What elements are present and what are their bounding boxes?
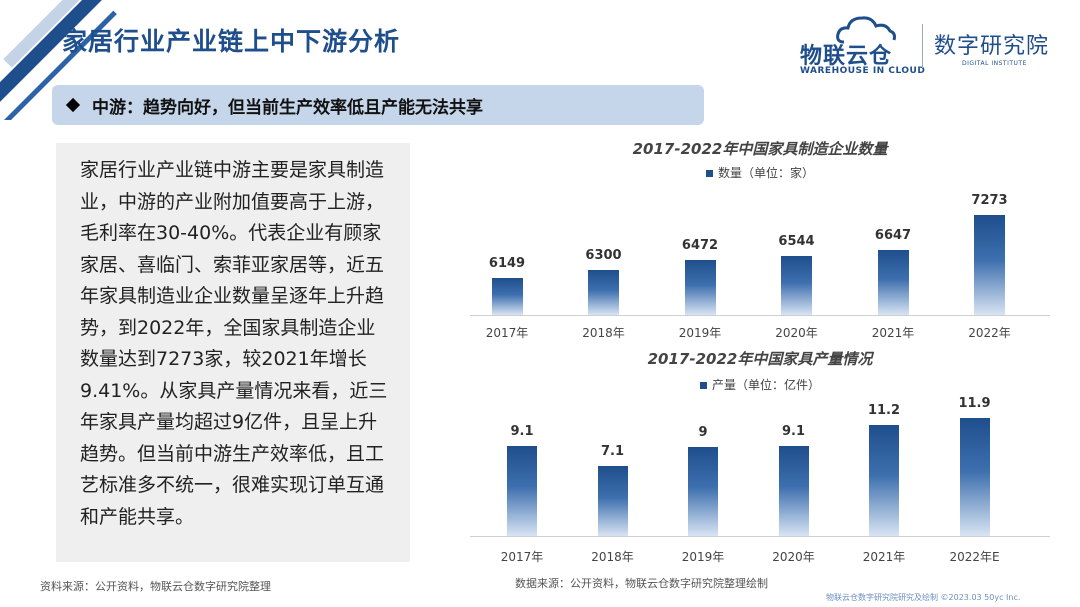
tick-label-1: 2018年 — [591, 550, 634, 564]
tick-label-4: 2021年 — [862, 550, 906, 564]
subheading-text: 中游：趋势向好，但当前生产效率低且产能无法共享 — [92, 97, 483, 118]
logo-subtext: WAREHOUSE IN CLOUD — [800, 66, 926, 76]
tick-label-2: 2019年 — [678, 326, 722, 340]
chart-title: 2017-2022年中国家具产量情况 — [647, 350, 873, 368]
body-paragraph: 家居行业产业链中游主要是家具制造业，中游的产业附加值要高于上游，毛利率在30-4… — [80, 159, 388, 528]
tick-label-0: 2017年 — [485, 326, 529, 340]
bar-5 — [959, 418, 990, 536]
legend-label: 产量（单位：亿件） — [711, 378, 820, 392]
tick-label-0: 2017年 — [500, 550, 544, 564]
legend-label: 数量（单位：家） — [717, 166, 814, 180]
chart-legend: 数量（单位：家） — [470, 164, 1050, 181]
x-axis-line — [470, 315, 1050, 316]
bar-5 — [974, 215, 1005, 315]
tick-label-1: 2018年 — [582, 326, 625, 340]
bar-4 — [869, 424, 899, 536]
bar-3 — [778, 445, 809, 536]
chart-title: 2017-2022年中国家具制造企业数量 — [632, 140, 888, 158]
source-note-left: 资料来源：公开资料，物联云仓数字研究院整理 — [40, 580, 271, 593]
logo-text: 物联云仓 — [800, 44, 893, 69]
enterprise-count-chart: 2017-2022年中国家具制造企业数量 数量（单位：家） 6149 2017年 6… — [470, 138, 1050, 346]
data-label-0: 9.1 — [510, 423, 534, 439]
legend-swatch — [699, 382, 707, 389]
diamond-icon — [65, 97, 81, 113]
tick-label-5: 2022年 — [968, 326, 1011, 340]
data-label-4: 6647 — [874, 228, 912, 244]
cloud-icon — [836, 16, 896, 44]
bar-0 — [491, 278, 523, 315]
data-label-2: 6472 — [681, 238, 719, 254]
section-subheading: 中游：趋势向好，但当前生产效率低且产能无法共享 — [52, 85, 704, 125]
x-axis-line — [470, 536, 1050, 537]
tick-label-3: 2020年 — [772, 550, 815, 564]
legend-swatch — [705, 170, 713, 177]
data-label-1: 6300 — [585, 247, 622, 263]
body-text-box: 家居行业产业链中游主要是家具制造业，中游的产业附加值要高于上游，毛利率在30-4… — [56, 143, 410, 562]
tick-label-4: 2021年 — [871, 326, 915, 340]
institute-subtext: DIGITAL INSTITUTE — [962, 60, 1027, 67]
bar-4 — [877, 250, 909, 315]
furniture-output-chart: 2017-2022年中国家具产量情况 产量（单位：亿件） 9.1 2017年 7.1… — [470, 348, 1050, 570]
bar-1 — [588, 269, 619, 315]
data-label-1: 7.1 — [600, 443, 625, 459]
data-label-0: 6149 — [488, 256, 526, 272]
bar-2 — [684, 260, 716, 315]
bar-0 — [507, 445, 537, 536]
data-label-5: 7273 — [971, 193, 1008, 208]
tick-label-2: 2019年 — [681, 550, 725, 564]
bar-1 — [597, 465, 628, 536]
page-title: 家居行业产业链上中下游分析 — [62, 27, 401, 56]
data-label-5: 11.9 — [958, 396, 991, 411]
bar-2 — [688, 446, 718, 536]
company-logo: 物联云仓 WAREHOUSE IN CLOUD — [800, 14, 925, 76]
data-label-3: 6544 — [778, 234, 815, 250]
institute-logo: 数字研究院 DIGITAL INSTITUTE — [934, 28, 1054, 78]
chart-legend: 产量（单位：亿件） — [470, 376, 1050, 393]
plot-area: 6149 2017年 6300 2018年 6472 2019年 6544 2020年 6647… — [470, 138, 1050, 346]
logo-divider — [922, 24, 923, 68]
plot-area: 9.1 2017年 7.1 2018年 9 2019年 9.1 2020年 11.2 2021年 1… — [470, 348, 1050, 570]
source-note-right: 数据来源：公开资料，物联云仓数字研究院整理绘制 — [515, 577, 768, 590]
tick-label-3: 2020年 — [775, 326, 818, 340]
institute-name: 数字研究院 — [934, 34, 1050, 59]
data-label-4: 11.2 — [867, 402, 901, 418]
tick-label-5: 2022年E — [949, 550, 1000, 564]
data-label-3: 9.1 — [781, 423, 806, 439]
footer-copyright: 物联云仓数字研究院研究及绘制 ©2023.03 50yc Inc. — [826, 593, 1021, 602]
data-label-2: 9 — [698, 424, 708, 440]
bar-3 — [781, 256, 812, 315]
